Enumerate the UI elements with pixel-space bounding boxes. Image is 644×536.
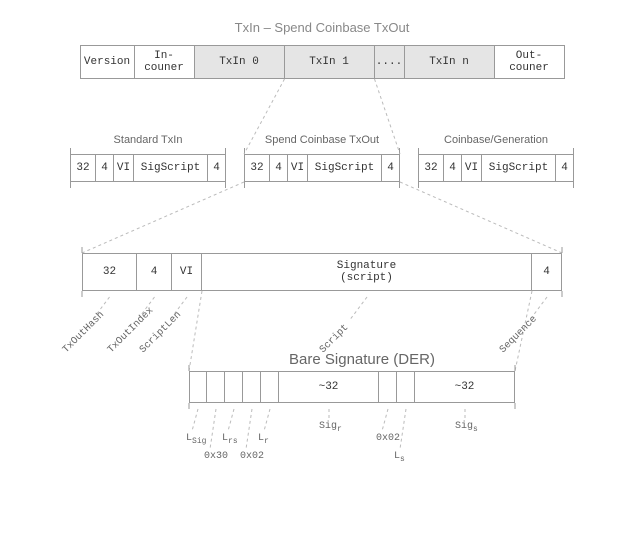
txin-g1-cell-3: SigScript	[308, 154, 382, 182]
der-cell-0	[189, 371, 207, 403]
der-cell-3	[243, 371, 261, 403]
der-label-0: LSig	[186, 433, 206, 446]
txin-g0-cell-1: 4	[96, 154, 114, 182]
tx-structure-row: VersionIn-counerTxIn 0TxIn 1....TxIn nOu…	[20, 45, 624, 79]
txin-g0-cell-0: 32	[70, 154, 96, 182]
txin-g0-cell-2: VI	[114, 154, 134, 182]
txin-g1-cell-4: 4	[382, 154, 400, 182]
der-cell-6	[379, 371, 397, 403]
field-label-txouthash: TxOutHash	[61, 310, 107, 356]
der-cell-2	[225, 371, 243, 403]
txin-field-2: VI	[172, 253, 202, 291]
tx-cell-1: In-couner	[135, 45, 195, 79]
der-cell-7	[397, 371, 415, 403]
txin-field-3: Signature (script)	[202, 253, 532, 291]
txin-g1-cell-2: VI	[288, 154, 308, 182]
tx-cell-2: TxIn 0	[195, 45, 285, 79]
der-label-6: 0x02	[376, 433, 400, 444]
der-label-2: Lrs	[222, 433, 238, 446]
txin-fields-row: 324VISignature (script)4	[20, 253, 624, 291]
der-cell-5: ~32	[279, 371, 379, 403]
txin-g2-cell-2: VI	[462, 154, 482, 182]
txin-field-1: 4	[137, 253, 172, 291]
der-label-4: Lr	[258, 433, 269, 446]
der-signature-row: ~32 ~32	[80, 371, 624, 403]
txin-group-title-1: Spend Coinbase TxOut	[244, 134, 400, 146]
txin-group-title-0: Standard TxIn	[70, 134, 226, 146]
txin-g2-cell-1: 4	[444, 154, 462, 182]
txin-field-0: 32	[82, 253, 137, 291]
txin-field-4: 4	[532, 253, 562, 291]
tx-cell-6: Out-couner	[495, 45, 565, 79]
txin-g1-cell-1: 4	[270, 154, 288, 182]
tx-cell-0: Version	[80, 45, 135, 79]
tx-cell-4: ....	[375, 45, 405, 79]
field-label-sequence: Sequence	[498, 314, 540, 356]
diagram-title: TxIn – Spend Coinbase TxOut	[20, 20, 624, 35]
txin-g2-cell-4: 4	[556, 154, 574, 182]
tx-cell-3: TxIn 1	[285, 45, 375, 79]
der-label-1: 0x30	[204, 451, 228, 462]
txin-types-row: Standard TxIn324VISigScript4Spend Coinba…	[20, 134, 624, 188]
txin-g1-cell-0: 32	[244, 154, 270, 182]
der-label-8: Sigs	[455, 421, 478, 434]
tx-cell-5: TxIn n	[405, 45, 495, 79]
der-cell-4	[261, 371, 279, 403]
txin-group-title-2: Coinbase/Generation	[418, 134, 574, 146]
der-signature-title: Bare Signature (DER)	[100, 351, 624, 368]
txin-g2-cell-3: SigScript	[482, 154, 556, 182]
der-label-7: Ls	[394, 451, 405, 464]
txin-g2-cell-0: 32	[418, 154, 444, 182]
der-cell-8: ~32	[415, 371, 515, 403]
der-cell-1	[207, 371, 225, 403]
der-label-5: Sigr	[319, 421, 342, 434]
der-label-3: 0x02	[240, 451, 264, 462]
txin-g0-cell-3: SigScript	[134, 154, 208, 182]
txin-g0-cell-4: 4	[208, 154, 226, 182]
